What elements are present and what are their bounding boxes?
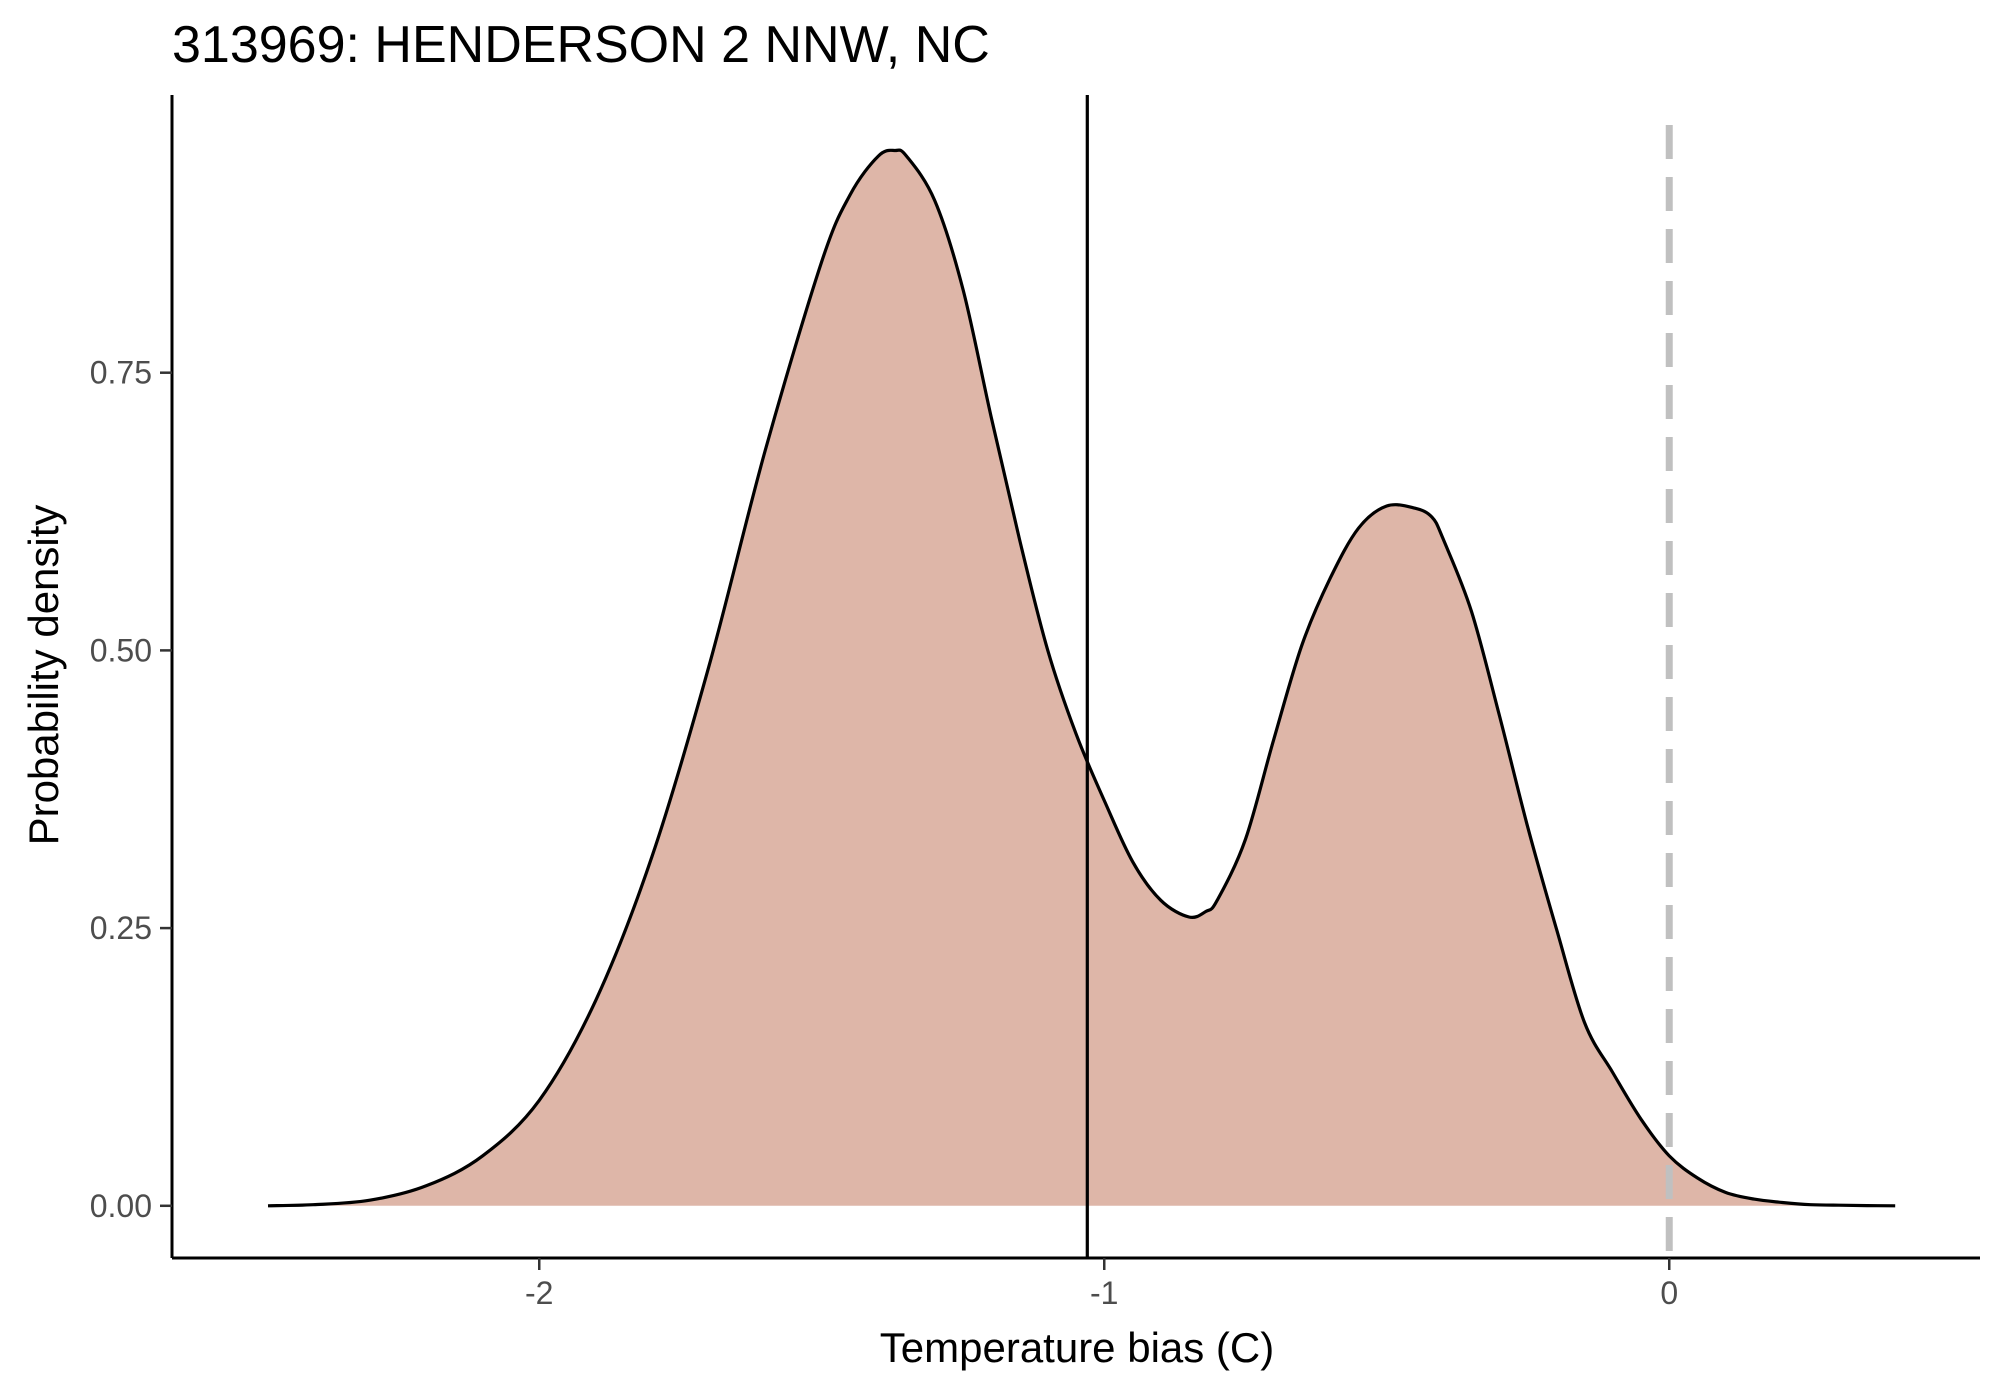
x-tick-label: -1 bbox=[1090, 1275, 1118, 1311]
chart-title: 313969: HENDERSON 2 NNW, NC bbox=[172, 16, 990, 74]
x-tick-label: 0 bbox=[1660, 1275, 1678, 1311]
x-axis-title: Temperature bias (C) bbox=[880, 1324, 1274, 1371]
density-curve-line bbox=[267, 148, 1896, 1208]
plot-layer bbox=[267, 95, 1896, 1258]
y-axis-title: Probability density bbox=[20, 505, 67, 846]
y-axis-ticks: 0.00 0.25 0.50 0.75 bbox=[90, 355, 172, 1224]
y-tick-label: 0.75 bbox=[90, 355, 152, 391]
density-area-fill bbox=[268, 150, 1896, 1206]
y-tick-label: 0.25 bbox=[90, 910, 152, 946]
x-axis-ticks: -2 -1 0 bbox=[525, 1258, 1678, 1311]
x-tick-label: -2 bbox=[525, 1275, 553, 1311]
y-tick-label: 0.00 bbox=[90, 1188, 152, 1224]
y-tick-label: 0.50 bbox=[90, 632, 152, 668]
axes: -2 -1 0 0.00 0.25 0.50 0.75 bbox=[90, 95, 1980, 1311]
